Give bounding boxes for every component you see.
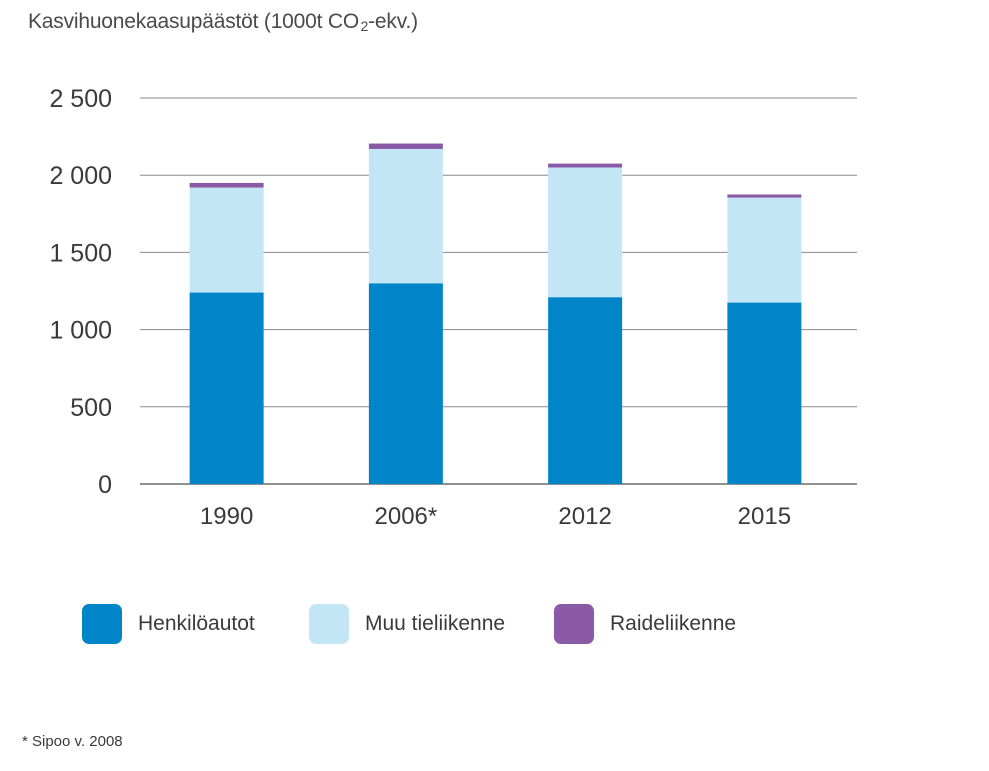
bars: [189, 143, 802, 484]
x-tick-label-2006: 2006*: [375, 503, 438, 530]
legend-swatch-raideliikenne: [554, 604, 594, 644]
bar-muu-tieliikenne-2006: [368, 148, 443, 284]
legend-swatch-muu-tieliikenne: [309, 604, 349, 644]
y-tick-label-1500: 1 500: [49, 239, 112, 267]
y-tick-label-1000: 1 000: [49, 317, 112, 345]
x-tick-label-2012: 2012: [558, 503, 611, 530]
y-tick-label-2000: 2 000: [49, 162, 112, 190]
bar-henkiloautot-1990: [189, 292, 264, 484]
x-tick-label-1990: 1990: [200, 503, 253, 530]
x-tick-label-2015: 2015: [738, 503, 791, 530]
footnote: * Sipoo v. 2008: [22, 733, 123, 750]
legend: Henkilöautot Muu tieliikenne Raideliiken…: [0, 602, 989, 652]
legend-label-raideliikenne: Raideliikenne: [610, 612, 737, 635]
x-axis-tick-labels: 1990 2006* 2012 2015: [200, 503, 791, 530]
legend-label-henkiloautot: Henkilöautot: [138, 612, 255, 635]
bar-henkiloautot-2012: [548, 297, 623, 484]
y-tick-label-2500: 2 500: [49, 85, 112, 113]
bar-raideliikenne-2012: [548, 163, 623, 168]
y-tick-label-0: 0: [98, 471, 112, 499]
bar-raideliikenne-2015: [727, 194, 802, 198]
chart-title: Kasvihuonekaasupäästöt (1000t CO 2-ekv.): [28, 10, 418, 34]
stacked-bar-chart: 0 500 1 000 1 500 2 000 2 500 1990 2006* 2012 20…: [49, 85, 857, 530]
bar-henkiloautot-2015: [727, 302, 802, 484]
legend-item-henkiloautot: Henkilöautot: [82, 602, 255, 646]
bar-muu-tieliikenne-2012: [548, 167, 623, 298]
legend-item-muu-tieliikenne: Muu tieliikenne: [309, 602, 505, 646]
bar-muu-tieliikenne-2015: [727, 197, 802, 303]
bar-henkiloautot-2006: [368, 283, 443, 484]
legend-item-raideliikenne: Raideliikenne: [554, 602, 736, 646]
legend-label-muu-tieliikenne: Muu tieliikenne: [365, 612, 506, 635]
y-tick-label-500: 500: [70, 394, 112, 422]
bar-muu-tieliikenne-1990: [189, 187, 264, 293]
bar-raideliikenne-1990: [189, 182, 264, 188]
legend-swatch-henkiloautot: [82, 604, 122, 644]
bar-raideliikenne-2006: [368, 143, 443, 149]
y-axis-tick-labels: 0 500 1 000 1 500 2 000 2 500: [49, 85, 112, 499]
